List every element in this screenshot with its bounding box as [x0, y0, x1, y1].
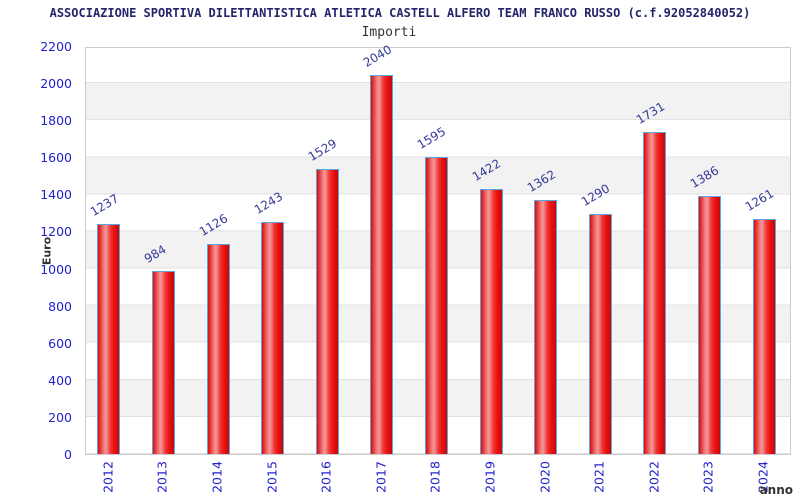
x-tick-label-2023: 2023 — [700, 461, 716, 493]
bar-2012 — [97, 223, 121, 454]
bar-2013 — [151, 270, 175, 454]
x-tick-label-2012: 2012 — [100, 461, 116, 493]
y-axis-title: Euro — [40, 236, 54, 266]
bar-2015 — [261, 222, 285, 454]
bar-2024 — [752, 219, 776, 454]
y-tick-label: 2200 — [40, 39, 72, 54]
x-tick-label-2014: 2014 — [209, 461, 225, 493]
bar-value-label: 1261 — [742, 186, 777, 215]
bar-2014 — [206, 244, 230, 454]
bar-2018 — [424, 157, 448, 454]
bar-value-label: 1290 — [578, 181, 613, 209]
y-tick-label: 200 — [48, 409, 72, 425]
bar-2019 — [479, 189, 503, 454]
y-tick-label: 1000 — [40, 261, 72, 277]
x-tick-label-2013: 2013 — [154, 461, 170, 493]
bar-value-label: 1126 — [196, 211, 231, 240]
bar-2021 — [588, 213, 612, 454]
bar-value-label: 984 — [142, 241, 170, 266]
chart-subtitle: Importi — [361, 25, 417, 40]
x-tick-label-2017: 2017 — [373, 461, 389, 493]
x-tick-label-2020: 2020 — [537, 461, 553, 493]
y-tick-label: 1600 — [40, 150, 72, 166]
y-tick-label: 800 — [48, 298, 72, 314]
bar-value-label: 1595 — [415, 124, 449, 153]
chart-title: ASSOCIAZIONE SPORTIVA DILETTANTISTICA AT… — [49, 6, 751, 20]
y-tick-label: 600 — [48, 335, 72, 351]
x-tick-label-2019: 2019 — [482, 461, 498, 493]
bar-2022 — [643, 131, 667, 454]
plot-area: 1237 984 1126 1243 1529 2040 1595 1422 1362 1290 1… — [85, 42, 791, 455]
x-tick-label-2022: 2022 — [646, 461, 662, 493]
bar-value-label: 1362 — [524, 167, 558, 196]
x-tick-label-2016: 2016 — [318, 461, 334, 493]
bar-value-label: 2040 — [360, 41, 394, 70]
bar-value-label: 1731 — [633, 99, 667, 127]
x-tick-label-2021: 2021 — [591, 461, 607, 493]
y-tick-label: 1200 — [40, 224, 72, 240]
x-tick-label-2018: 2018 — [427, 461, 443, 493]
bar-value-label: 1237 — [87, 190, 121, 219]
y-tick-label: 1800 — [40, 113, 72, 129]
x-axis-title: anno — [759, 483, 793, 497]
y-tick-label: 400 — [48, 372, 72, 388]
bar-value-label: 1243 — [251, 189, 285, 218]
y-tick-label: 2000 — [40, 76, 72, 92]
bar-2017 — [370, 74, 394, 454]
bar-2023 — [697, 195, 721, 454]
y-tick-label: 1400 — [40, 187, 72, 203]
bar-value-label: 1529 — [305, 136, 340, 165]
bar-value-label: 1386 — [688, 163, 722, 191]
bar-2016 — [315, 169, 339, 454]
bar-2020 — [534, 200, 558, 454]
x-tick-label-2015: 2015 — [264, 461, 280, 493]
bar-value-label: 1422 — [469, 156, 504, 185]
y-tick-label: 0 — [64, 447, 72, 462]
